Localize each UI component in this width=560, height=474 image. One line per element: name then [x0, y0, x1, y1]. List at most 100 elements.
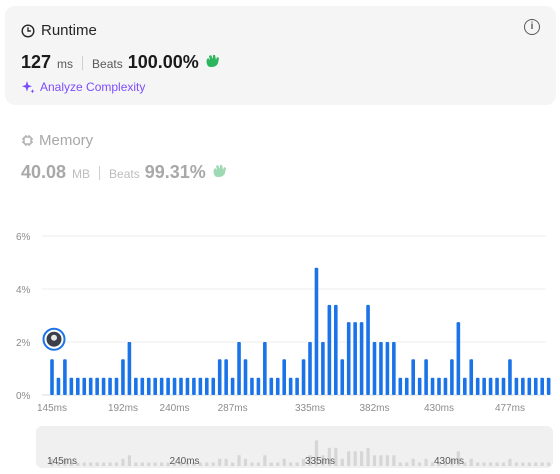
range-navigator[interactable]: 145ms 240ms 335ms 430ms — [36, 426, 553, 468]
histogram-bar[interactable] — [95, 377, 99, 395]
histogram-bar[interactable] — [482, 377, 486, 395]
range-navigator-chart[interactable]: 145ms 240ms 335ms 430ms — [36, 426, 553, 468]
mini-bar — [366, 447, 370, 466]
runtime-card[interactable]: Runtime i 127 ms Beats 100.00% Analyze C… — [5, 6, 556, 105]
info-icon[interactable]: i — [524, 19, 540, 35]
histogram-bar[interactable] — [372, 342, 377, 395]
histogram-bar[interactable] — [417, 377, 422, 395]
histogram-bar[interactable] — [450, 359, 454, 395]
histogram-bar[interactable] — [127, 342, 132, 395]
histogram-bar[interactable] — [340, 359, 345, 395]
histogram-bar[interactable] — [146, 377, 151, 395]
mini-bar — [514, 462, 518, 466]
histogram-bar[interactable] — [353, 322, 357, 395]
histogram-bar[interactable] — [243, 359, 248, 395]
histogram-bar[interactable] — [475, 377, 480, 395]
histogram-bar[interactable] — [198, 377, 203, 395]
histogram-bar[interactable] — [521, 377, 525, 395]
histogram-bar[interactable] — [424, 359, 428, 395]
histogram-bar[interactable] — [172, 377, 177, 395]
histogram-bar[interactable] — [469, 359, 474, 395]
histogram-bar[interactable] — [411, 359, 415, 395]
x-tick-label: 287ms — [218, 403, 248, 414]
histogram-bar[interactable] — [217, 359, 222, 395]
histogram-bar[interactable] — [404, 377, 409, 395]
histogram-bar[interactable] — [69, 377, 74, 395]
mini-bar — [282, 458, 286, 466]
histogram-bar[interactable] — [192, 377, 196, 395]
histogram-bar[interactable] — [533, 377, 538, 395]
mini-bar — [166, 462, 170, 466]
histogram-bar[interactable] — [398, 377, 403, 395]
mini-bar — [508, 458, 512, 466]
histogram-bar[interactable] — [456, 322, 461, 395]
runtime-distribution-chart[interactable]: 0% 2% 4% 6% 145ms 192ms 240ms 287ms 335ms 382ms 43… — [0, 220, 560, 420]
mini-bar — [527, 462, 531, 466]
histogram-bar[interactable] — [211, 377, 216, 395]
histogram-bar[interactable] — [321, 342, 325, 395]
histogram-bar[interactable] — [327, 304, 332, 395]
histogram-bar[interactable] — [230, 377, 235, 395]
histogram-bar[interactable] — [56, 377, 61, 395]
mini-bar — [63, 458, 67, 466]
histogram-bar[interactable] — [443, 377, 448, 395]
mini-bar — [250, 462, 254, 466]
histogram-bar[interactable] — [134, 377, 138, 395]
histogram-bar[interactable] — [275, 377, 280, 395]
histogram-bar[interactable] — [359, 322, 364, 395]
mini-bar — [308, 455, 312, 466]
histogram-bar[interactable] — [295, 377, 299, 395]
histogram-bar[interactable] — [488, 377, 493, 395]
histogram-bar[interactable] — [495, 377, 499, 395]
histogram-bar[interactable] — [501, 377, 506, 395]
mini-bar — [540, 462, 544, 466]
histogram-bar[interactable] — [166, 377, 170, 395]
histogram-bar[interactable] — [392, 342, 396, 395]
histogram-bar[interactable] — [508, 359, 512, 395]
histogram-bar[interactable] — [63, 359, 67, 395]
histogram-bar[interactable] — [256, 377, 261, 395]
histogram-bar[interactable] — [108, 377, 112, 395]
histogram-bar[interactable] — [527, 377, 532, 395]
histogram-bar[interactable] — [463, 377, 467, 395]
histogram-bar[interactable] — [179, 377, 183, 395]
memory-header[interactable]: Memory — [21, 132, 93, 149]
histogram-bar[interactable] — [50, 359, 54, 395]
histogram-bar[interactable] — [101, 377, 106, 395]
histogram-bar[interactable] — [114, 377, 119, 395]
histogram-bar[interactable] — [430, 377, 435, 395]
analyze-complexity-button[interactable]: Analyze Complexity — [21, 80, 145, 94]
histogram-bar[interactable] — [250, 377, 254, 395]
x-tick-label: 192ms — [108, 403, 138, 414]
mini-x-label: 240ms — [170, 456, 200, 467]
histogram-bar[interactable] — [263, 342, 267, 395]
histogram-bar[interactable] — [76, 377, 80, 395]
histogram-bar[interactable] — [379, 342, 383, 395]
histogram-bar[interactable] — [514, 377, 519, 395]
histogram-bar[interactable] — [366, 304, 370, 395]
histogram-bar[interactable] — [308, 342, 312, 395]
histogram-bar[interactable] — [237, 342, 241, 395]
memory-value: 40.08 — [21, 162, 67, 182]
histogram-bar[interactable] — [185, 377, 190, 395]
histogram-bar[interactable] — [205, 377, 209, 395]
histogram-bar[interactable] — [269, 377, 274, 395]
histogram-bar[interactable] — [385, 342, 390, 395]
histogram-bar[interactable] — [88, 377, 93, 395]
histogram-bar[interactable] — [153, 377, 157, 395]
histogram-bar[interactable] — [334, 304, 338, 395]
histogram-bar[interactable] — [540, 377, 544, 395]
mini-bar — [398, 462, 402, 466]
histogram-bar[interactable] — [288, 377, 293, 395]
histogram-bar[interactable] — [121, 359, 125, 395]
histogram-bar[interactable] — [224, 359, 228, 395]
histogram-bar[interactable] — [314, 267, 319, 395]
histogram-bar[interactable] — [82, 377, 87, 395]
histogram-bar[interactable] — [346, 322, 351, 395]
histogram-bar[interactable] — [282, 359, 286, 395]
histogram-bar[interactable] — [546, 377, 551, 395]
histogram-bar[interactable] — [140, 377, 145, 395]
histogram-bar[interactable] — [437, 377, 441, 395]
histogram-bar[interactable] — [301, 359, 306, 395]
histogram-bar[interactable] — [159, 377, 164, 395]
